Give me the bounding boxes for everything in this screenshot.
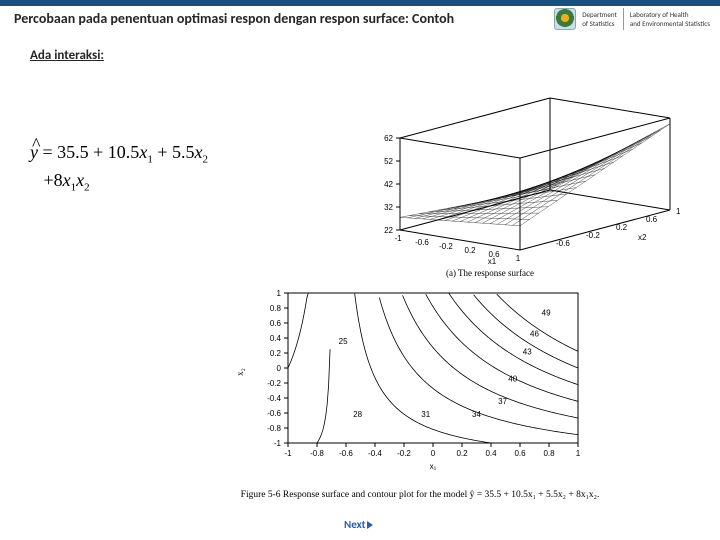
svg-text:-0.2: -0.2: [439, 242, 453, 251]
svg-text:62: 62: [384, 134, 393, 143]
svg-text:0.2: 0.2: [464, 246, 476, 255]
figure-caption: Figure 5-6 Response surface and contour …: [200, 490, 640, 501]
svg-text:0.4: 0.4: [485, 449, 497, 458]
svg-text:0.6: 0.6: [646, 215, 658, 224]
svg-text:0.6: 0.6: [514, 449, 526, 458]
svg-text:34: 34: [472, 410, 481, 419]
page-title: Percobaan pada penentuan optimasi respon…: [14, 10, 554, 28]
svg-text:42: 42: [384, 180, 393, 189]
svg-text:-0.4: -0.4: [267, 394, 281, 403]
dept-line1: Department: [582, 10, 617, 19]
svg-text:0.2: 0.2: [616, 223, 628, 232]
svg-text:-0.8: -0.8: [310, 449, 324, 458]
svg-text:-0.4: -0.4: [368, 449, 382, 458]
svg-text:x2: x2: [638, 233, 647, 242]
surface-caption: (a) The response surface: [280, 268, 700, 278]
svg-text:22: 22: [384, 226, 393, 235]
svg-text:0.6: 0.6: [270, 319, 282, 328]
svg-text:-0.2: -0.2: [267, 379, 281, 388]
dept-logo-icon: [554, 8, 576, 30]
eq-line2a: +8: [44, 170, 63, 190]
eq-x2b: x: [76, 170, 84, 190]
eq-x1b: x: [63, 170, 71, 190]
eq-part-a: = 35.5 + 10.5: [38, 142, 139, 162]
svg-text:25: 25: [339, 337, 348, 346]
next-label: Next: [344, 518, 365, 531]
svg-text:0.8: 0.8: [543, 449, 555, 458]
lab-line1: Laboratory of Health: [630, 10, 710, 19]
logo-divider: [623, 8, 624, 30]
next-button[interactable]: Next: [344, 518, 373, 531]
svg-text:-0.6: -0.6: [339, 449, 353, 458]
svg-text:-1: -1: [394, 234, 402, 243]
svg-text:1: 1: [516, 254, 521, 263]
svg-text:0.2: 0.2: [456, 449, 468, 458]
svg-text:-0.6: -0.6: [415, 238, 429, 247]
svg-text:40: 40: [508, 375, 517, 384]
svg-text:-0.6: -0.6: [267, 409, 281, 418]
svg-text:28: 28: [353, 410, 362, 419]
dept-line2: of Statistics: [582, 19, 617, 28]
header: Percobaan pada penentuan optimasi respon…: [0, 6, 720, 30]
svg-text:-0.8: -0.8: [267, 424, 281, 433]
svg-text:46: 46: [530, 330, 539, 339]
svg-text:1: 1: [277, 289, 282, 298]
svg-text:x1: x1: [488, 257, 497, 266]
equation: y = 35.5 + 10.5x1 + 5.5x2 +8x1x2: [30, 140, 208, 196]
eq-sub2a: 2: [202, 154, 208, 166]
contour-plot: x₂ -1-0.8-0.6-0.4-0.200.20.40.60.81-1-0.…: [250, 285, 590, 475]
svg-text:0.4: 0.4: [270, 334, 282, 343]
svg-text:37: 37: [498, 397, 507, 406]
surface-plot: 6252423222-1-0.6-0.20.20.6110.60.2-0.2-0…: [280, 70, 700, 270]
svg-text:x₁: x₁: [430, 462, 437, 471]
svg-text:-0.2: -0.2: [586, 231, 600, 240]
lab-line2: and Environmental Statistics: [630, 19, 710, 28]
svg-text:49: 49: [542, 309, 551, 318]
logo-block: Department of Statistics Laboratory of H…: [554, 8, 710, 30]
equation-yhat: y: [30, 142, 38, 162]
svg-text:52: 52: [384, 157, 393, 166]
svg-text:32: 32: [384, 203, 393, 212]
svg-text:0.2: 0.2: [270, 349, 282, 358]
svg-text:0: 0: [277, 364, 282, 373]
section-subheading: Ada interaksi:: [30, 48, 720, 63]
eq-sub2b: 2: [84, 182, 90, 194]
svg-text:0.8: 0.8: [270, 304, 282, 313]
svg-text:43: 43: [523, 348, 532, 357]
svg-text:-1: -1: [274, 439, 282, 448]
eq-part-b: + 5.5: [153, 142, 195, 162]
svg-text:1: 1: [576, 449, 581, 458]
svg-text:-0.6: -0.6: [556, 239, 570, 248]
svg-text:-0.2: -0.2: [397, 449, 411, 458]
svg-text:0: 0: [431, 449, 436, 458]
svg-text:1: 1: [676, 207, 681, 216]
svg-text:-1: -1: [284, 449, 292, 458]
contour-y-label: x₂: [235, 368, 245, 376]
svg-text:31: 31: [421, 410, 430, 419]
next-arrow-icon: [367, 521, 373, 529]
